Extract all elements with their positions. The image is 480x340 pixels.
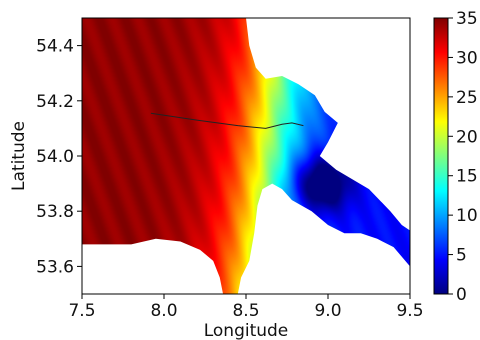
colorbar: 0 5 10 15 20 25 30 35 [433, 9, 478, 305]
y-tick-label: 54.4 [36, 37, 74, 57]
colorbar-ticks: 0 5 10 15 20 25 30 35 [448, 9, 478, 305]
y-tick-label: 54.0 [36, 147, 74, 167]
colorbar-tick-label: 5 [456, 246, 467, 266]
y-tick-label: 53.8 [36, 202, 74, 222]
colorbar-tick-label: 20 [456, 127, 478, 147]
colorbar-gradient [433, 17, 449, 295]
channel-isoline [150, 112, 304, 129]
y-axis-label: Latitude [9, 121, 29, 191]
land-polygon [246, 18, 410, 231]
plot-area [81, 17, 411, 295]
colorbar-tick-label: 30 [456, 48, 478, 68]
land-polygon [237, 183, 410, 294]
colorbar-tick-label: 10 [456, 206, 478, 226]
x-tick-label: 7.5 [68, 301, 95, 321]
colorbar-tick-label: 35 [456, 9, 478, 29]
y-tick-label: 53.6 [36, 257, 74, 277]
land-layer [82, 18, 410, 294]
x-tick-label: 8.5 [232, 301, 259, 321]
x-tick-label: 8.0 [150, 301, 177, 321]
isoline-layer [150, 112, 304, 129]
y-axis-ticks: 53.6 53.8 54.0 54.2 54.4 [36, 37, 82, 277]
y-tick-label: 54.2 [36, 92, 74, 112]
colorbar-tick-label: 15 [456, 167, 478, 187]
x-axis-label: Longitude [204, 321, 289, 340]
x-tick-label: 9.5 [396, 301, 423, 321]
x-axis-ticks: 7.5 8.0 8.5 9.0 9.5 [68, 294, 424, 321]
land-polygon [82, 238, 224, 294]
x-tick-label: 9.0 [314, 301, 341, 321]
colorbar-tick-label: 25 [456, 88, 478, 108]
colorbar-tick-label: 0 [456, 285, 467, 305]
